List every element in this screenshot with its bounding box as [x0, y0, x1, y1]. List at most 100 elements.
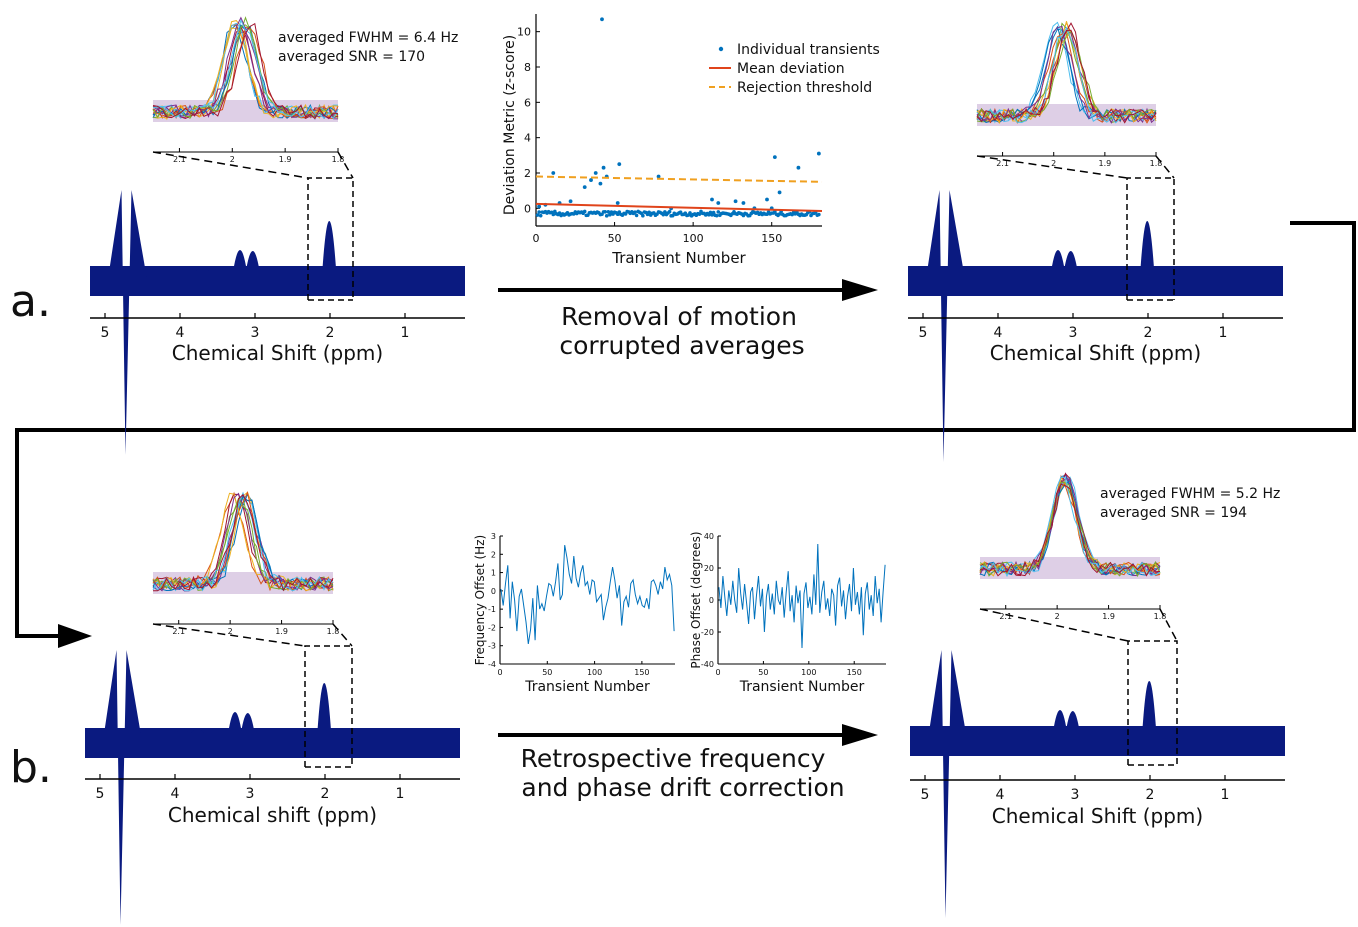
- x-tick-label: 2: [1146, 787, 1155, 803]
- transient-point: [600, 17, 604, 22]
- y-tick-label: -2: [488, 623, 496, 632]
- transient-point: [817, 212, 821, 217]
- x-tick-label: 150: [847, 668, 862, 677]
- x-tick-label: 0: [533, 232, 540, 245]
- inset-annotation-fwhm: averaged FWHM = 5.2 Hz: [1100, 486, 1280, 502]
- transient-point: [537, 204, 542, 209]
- peak: [1140, 221, 1155, 272]
- x-axis-label: Chemical Shift (ppm): [172, 341, 383, 365]
- y-tick-label: 0: [491, 587, 496, 596]
- rejection-threshold-line: [535, 175, 823, 183]
- inset-trace: [152, 22, 339, 120]
- transient-point: [777, 190, 782, 195]
- x-tick-label: 100: [587, 668, 602, 677]
- inset-trace: [152, 18, 339, 120]
- noise-band: [85, 728, 460, 758]
- peak: [240, 713, 255, 734]
- inset-connector-right: [1159, 608, 1178, 642]
- inset-tick-label: 1.8: [1150, 159, 1163, 168]
- y-tick-label: 10: [517, 26, 531, 39]
- x-tick-label: 50: [542, 668, 552, 677]
- transient-point: [608, 212, 612, 217]
- peak: [1013, 267, 1028, 272]
- peak: [998, 266, 1013, 272]
- inset-connector-right: [1155, 155, 1175, 179]
- arrow-caption-b-line1: Retrospective frequency: [521, 744, 826, 773]
- inset-trace: [979, 483, 1161, 577]
- transient-point: [772, 155, 777, 160]
- inset-trace: [152, 491, 334, 592]
- x-axis-label: Chemical Shift (ppm): [992, 804, 1203, 828]
- panel-label-a: a.: [10, 276, 51, 327]
- transient-point: [538, 213, 543, 218]
- phase-offset-chart: 0 50 100 150 40 20 0 -20 -40 Transient Number Phas…: [689, 531, 886, 695]
- transient-point: [537, 210, 541, 214]
- y-tick-label: 0: [709, 596, 714, 605]
- transient-point: [667, 209, 672, 214]
- transient-point: [589, 178, 593, 182]
- y-tick-label: -3: [488, 642, 496, 651]
- inset-tick-label: 2: [1055, 612, 1060, 621]
- x-tick-label: 1: [1221, 787, 1230, 803]
- inset-annotation-snr: averaged SNR = 194: [1100, 505, 1247, 521]
- x-tick-label: 3: [1069, 325, 1078, 341]
- spectrum-3: 5 4 3 2 1 Chemical shift (ppm) 2.1 2 1.9 1.8: [85, 491, 460, 925]
- y-tick-label: 40: [704, 532, 714, 541]
- inset-tick-label: 1.8: [1154, 612, 1167, 621]
- inset: 2.1 2 1.9 1.8: [152, 16, 344, 164]
- y-tick-label: 20: [704, 564, 714, 573]
- transient-point: [535, 213, 540, 217]
- mean-deviation-line: [535, 202, 823, 212]
- inset-trace: [979, 476, 1161, 576]
- peak: [233, 250, 247, 272]
- arrow-caption-a-line1: Removal of motion: [561, 302, 797, 331]
- inset-trace: [152, 26, 339, 120]
- inset: 2.1 2 1.9 1.8: [976, 20, 1163, 168]
- inset-tick-label: 1.9: [1098, 159, 1111, 168]
- x-axis-label: Chemical Shift (ppm): [990, 341, 1201, 365]
- transient-point: [606, 210, 611, 214]
- noise-band: [90, 266, 465, 296]
- y-tick-label: -40: [701, 660, 714, 669]
- peak: [1142, 681, 1157, 732]
- y-tick-label: 3: [491, 532, 496, 541]
- arrow-a: [498, 279, 878, 301]
- inset-tick-label: 2: [230, 155, 235, 164]
- peak: [190, 729, 205, 734]
- transient-point: [582, 209, 587, 214]
- y-tick-label: 1: [491, 569, 496, 578]
- legend-label-threshold: Rejection threshold: [737, 80, 872, 96]
- transient-point: [647, 210, 651, 215]
- x-tick-label: 5: [919, 325, 928, 341]
- noise-band: [910, 726, 1285, 756]
- inset-trace: [152, 497, 334, 591]
- transient-point: [656, 174, 661, 179]
- peak: [1000, 726, 1015, 732]
- peak: [175, 728, 190, 734]
- x-tick-label: 4: [994, 325, 1003, 341]
- x-tick-label: 2: [326, 325, 335, 341]
- transient-point: [697, 212, 702, 216]
- y-axis-label: Deviation Metric (z-score): [502, 35, 518, 215]
- legend-label-points: Individual transients: [737, 42, 880, 58]
- series-line: [500, 545, 675, 644]
- arrow-b: [498, 724, 878, 746]
- y-axis-label: Frequency Offset (Hz): [473, 535, 487, 665]
- peak: [295, 728, 310, 734]
- transient-point: [663, 210, 667, 214]
- deviation-chart: 0 50 100 150 0 2 4 6 8 10 Transient Number Deviatio…: [502, 14, 823, 267]
- x-tick-label: 4: [171, 786, 180, 802]
- x-tick-label: 1: [1219, 325, 1228, 341]
- transient-point: [603, 209, 607, 214]
- inset: 2.1 2 1.9 1.8: [979, 472, 1167, 621]
- x-tick-label: 5: [96, 786, 105, 802]
- zoom-box: [1126, 177, 1175, 300]
- transient-point: [593, 171, 598, 175]
- zoom-box: [1127, 640, 1178, 765]
- y-tick-label: 4: [524, 132, 531, 145]
- x-axis-label: Transient Number: [739, 679, 865, 695]
- inset-trace: [976, 29, 1157, 124]
- peak: [1015, 727, 1030, 732]
- inset-tick-label: 2.1: [999, 612, 1012, 621]
